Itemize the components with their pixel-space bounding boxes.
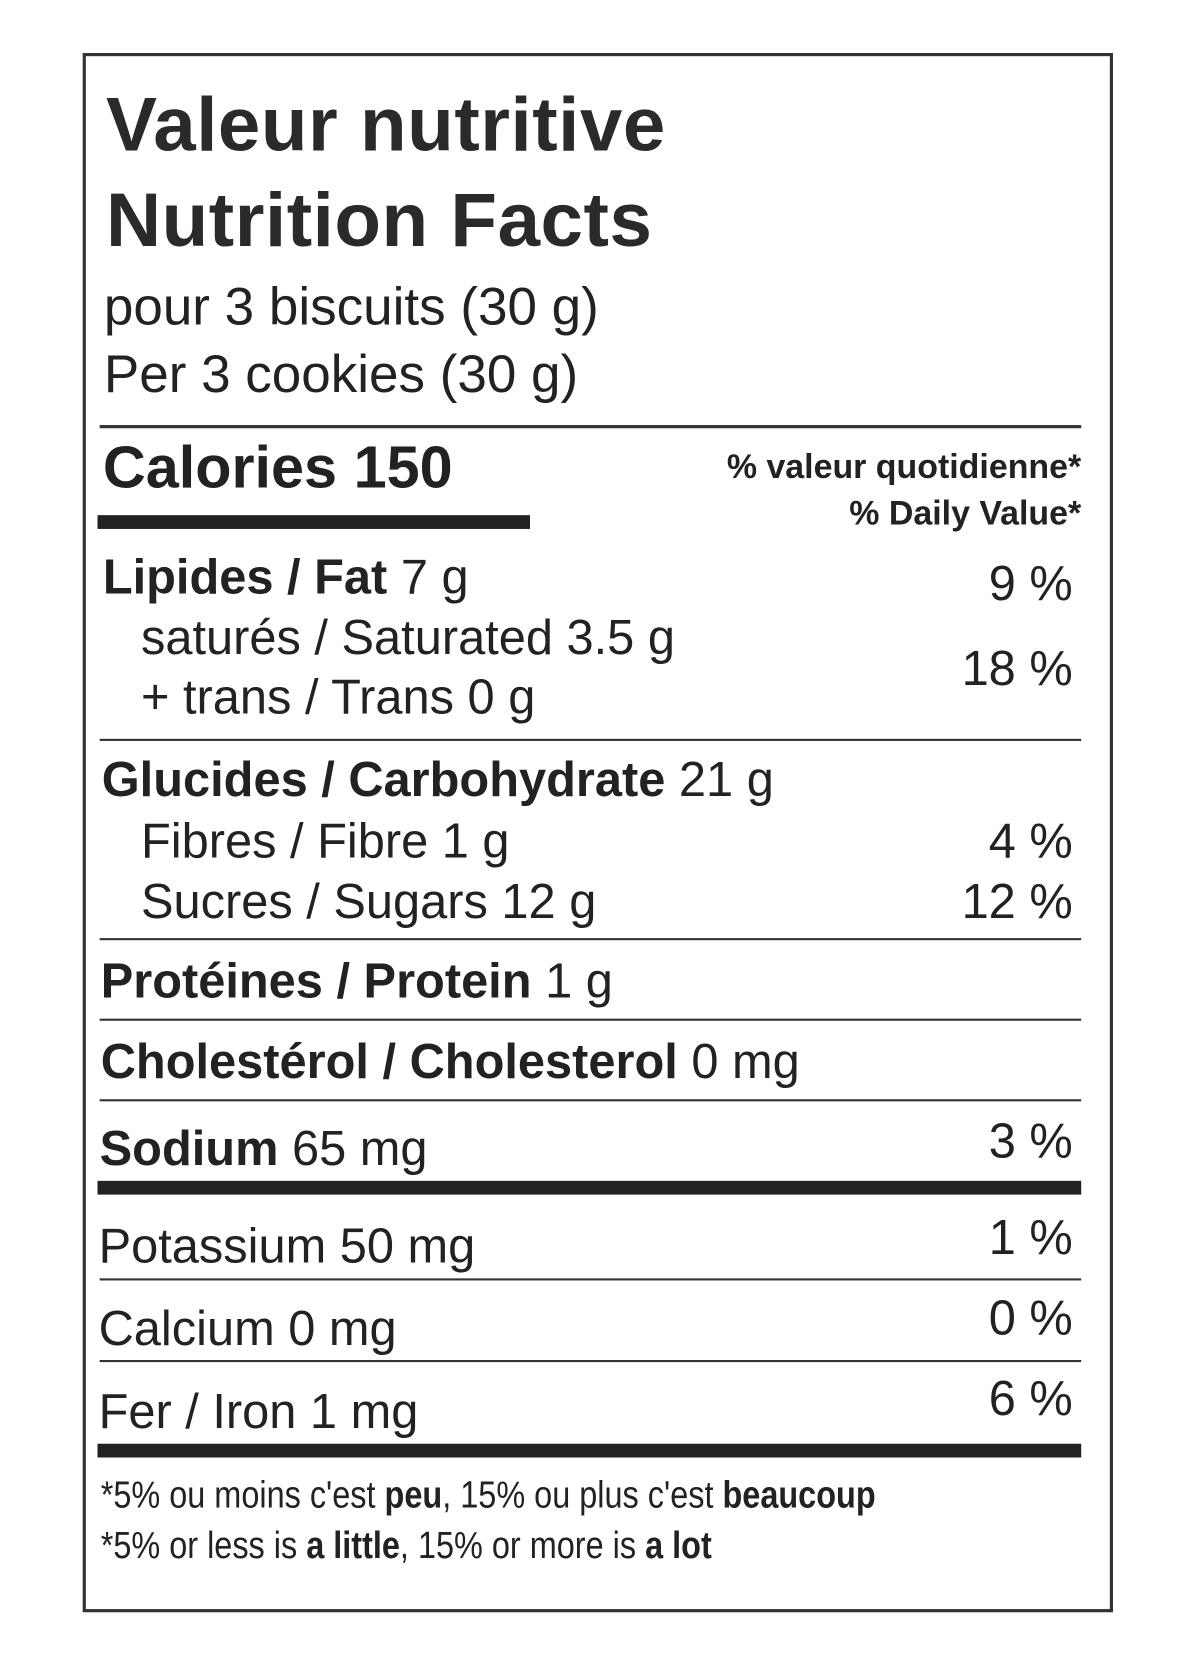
cholesterol-amount: 0 mg bbox=[691, 1033, 800, 1089]
serving-size-english: Per 3 cookies (30 g) bbox=[103, 344, 579, 404]
footnote-text: *5% or less is bbox=[100, 1523, 307, 1567]
serving-size-french: pour 3 biscuits (30 g) bbox=[103, 276, 599, 337]
fat-label: Lipides / Fat bbox=[102, 549, 388, 605]
potassium-dv: 1 % bbox=[988, 1209, 1073, 1265]
fibre-row: Fibres / Fibre 1 g bbox=[140, 813, 510, 869]
divider bbox=[99, 938, 1082, 941]
footnote-english: *5% or less is a little, 15% or more is … bbox=[101, 1526, 712, 1564]
sodium-row: Sodium 65 mg bbox=[100, 1124, 428, 1173]
sodium-label: Sodium bbox=[99, 1120, 279, 1176]
divider bbox=[99, 1099, 1082, 1102]
carbohydrate-amount: 21 g bbox=[678, 751, 774, 807]
fibre-dv: 4 % bbox=[988, 813, 1073, 869]
fat-row: Lipides / Fat 7 g bbox=[103, 552, 469, 601]
protein-amount: 1 g bbox=[545, 952, 613, 1009]
daily-value-header-english: % Daily Value* bbox=[849, 493, 1082, 533]
divider bbox=[99, 1359, 1082, 1363]
divider bbox=[99, 1278, 1082, 1281]
footnote-emphasis: beaucoup bbox=[722, 1472, 876, 1516]
fat-dv: 9 % bbox=[988, 555, 1073, 611]
sugars-dv: 12 % bbox=[961, 873, 1073, 929]
saturated-row: saturés / Saturated 3.5 g bbox=[140, 609, 675, 665]
daily-value-header-french: % valeur quotidienne* bbox=[726, 447, 1082, 486]
protein-row: Protéines / Protein 1 g bbox=[101, 956, 613, 1005]
protein-label: Protéines / Protein bbox=[100, 952, 532, 1009]
footnote-emphasis: peu bbox=[384, 1472, 443, 1516]
calcium-row: Calcium 0 mg bbox=[98, 1300, 397, 1356]
iron-bar bbox=[97, 1443, 1082, 1458]
footnote-emphasis: a lot bbox=[645, 1523, 712, 1567]
calories: Calories 150 bbox=[102, 433, 453, 501]
trans-row: + trans / Trans 0 g bbox=[140, 668, 536, 724]
calories-bar bbox=[97, 515, 531, 529]
iron-dv: 6 % bbox=[988, 1370, 1073, 1426]
nutrition-facts-table bbox=[82, 52, 1114, 1613]
title-french: Valeur nutritive bbox=[105, 82, 666, 168]
footnote-emphasis: a little bbox=[306, 1523, 400, 1567]
footnote-text: , 15% or more is bbox=[399, 1523, 646, 1567]
footnote-french: *5% ou moins c'est peu, 15% ou plus c'es… bbox=[101, 1475, 876, 1514]
carbohydrate-label: Glucides / Carbohydrate bbox=[101, 751, 666, 807]
cholesterol-label: Cholestérol / Cholesterol bbox=[100, 1033, 678, 1089]
title-english: Nutrition Facts bbox=[105, 178, 653, 263]
cholesterol-row: Cholestérol / Cholesterol 0 mg bbox=[101, 1037, 800, 1086]
divider bbox=[99, 1018, 1082, 1021]
divider bbox=[99, 738, 1082, 741]
divider bbox=[99, 425, 1082, 429]
sodium-dv: 3 % bbox=[988, 1113, 1073, 1169]
footnote-text: , 15% ou plus c'est bbox=[442, 1472, 723, 1516]
iron-row: Fer / Iron 1 mg bbox=[98, 1383, 419, 1439]
sugars-row: Sucres / Sugars 12 g bbox=[140, 873, 597, 929]
carbohydrate-row: Glucides / Carbohydrate 21 g bbox=[102, 755, 774, 804]
saturated-trans-dv: 18 % bbox=[961, 640, 1073, 696]
sodium-amount: 65 mg bbox=[291, 1120, 428, 1176]
fat-amount: 7 g bbox=[400, 549, 469, 605]
calcium-dv: 0 % bbox=[988, 1290, 1073, 1346]
footnote-text: *5% ou moins c'est bbox=[100, 1472, 385, 1516]
potassium-row: Potassium 50 mg bbox=[98, 1217, 476, 1274]
sodium-bar bbox=[97, 1180, 1082, 1195]
